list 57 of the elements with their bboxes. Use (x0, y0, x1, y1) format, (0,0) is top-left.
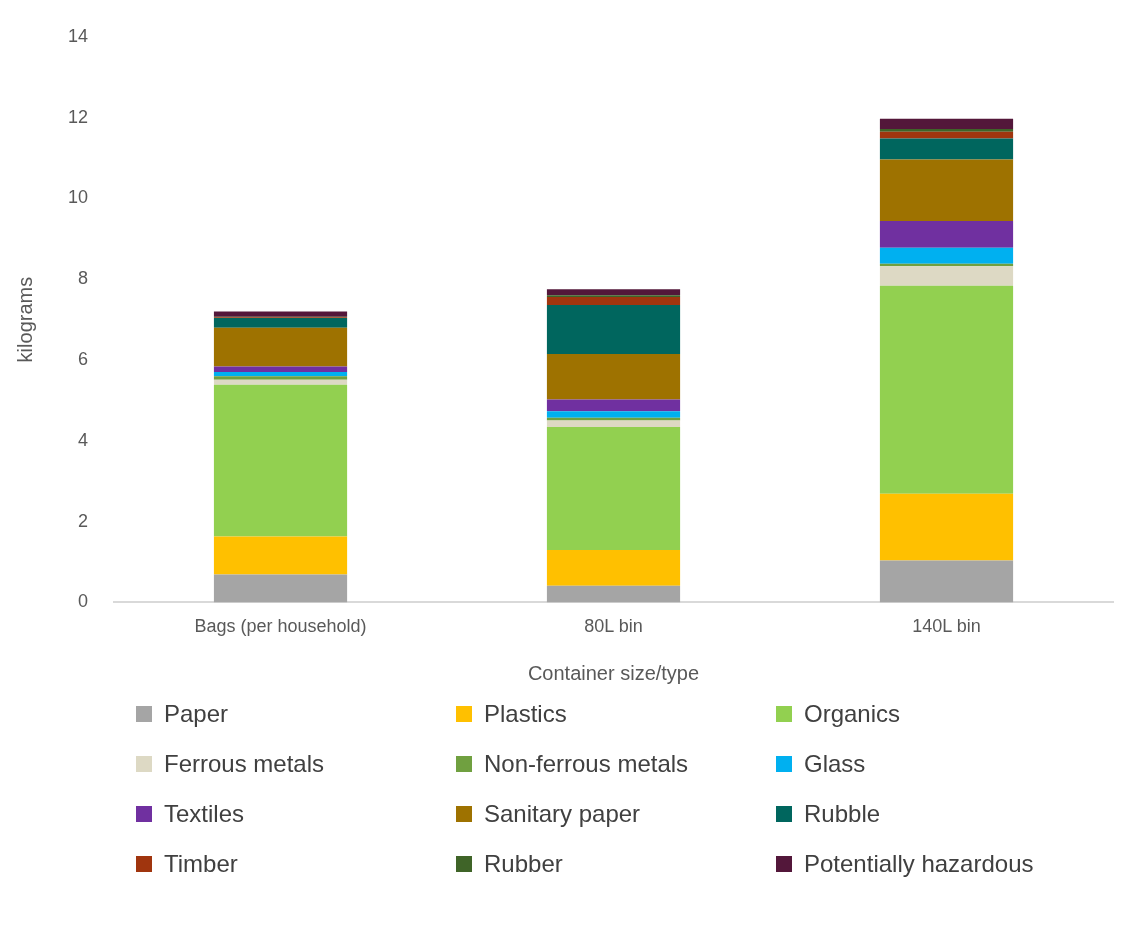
legend-label: Plastics (484, 700, 567, 728)
bar (213, 311, 348, 317)
x-axis-title: Container size/type (527, 661, 700, 684)
bar (879, 118, 1014, 129)
legend-label: Non-ferrous metals (484, 750, 689, 778)
legend-label: Timber (164, 850, 238, 878)
bar (546, 305, 681, 354)
bar (879, 159, 1014, 222)
bar (546, 427, 681, 550)
x-tick-label: 140L bin (912, 616, 981, 637)
bar (879, 285, 1014, 494)
y-tick-label: 6 (78, 348, 89, 369)
bar (213, 376, 348, 380)
legend-label: Potentially hazardous (804, 850, 1034, 878)
bar (879, 131, 1014, 139)
bar (546, 549, 681, 586)
bar (546, 296, 681, 306)
y-tick-label: 10 (67, 187, 89, 208)
bar (879, 221, 1014, 248)
bar (213, 372, 348, 377)
bar (213, 536, 348, 575)
bar (546, 289, 681, 296)
legend-label: Ferrous metals (164, 750, 325, 778)
bar (213, 327, 348, 367)
bar (546, 353, 681, 400)
bar (879, 128, 1014, 132)
bar (879, 493, 1014, 561)
legend-label: Organics (804, 700, 901, 728)
bar (546, 417, 681, 421)
legend-label: Sanitary paper (484, 800, 641, 828)
y-axis-title: kilograms (13, 276, 36, 363)
legend-label: Rubble (804, 800, 881, 828)
legend-label: Paper (164, 700, 229, 728)
y-tick-label: 4 (78, 429, 89, 450)
bar (879, 560, 1014, 603)
legend-label: Rubber (484, 850, 563, 878)
x-tick-label: Bags (per household) (194, 616, 367, 637)
x-tick-label: 80L bin (584, 616, 643, 637)
bar (213, 379, 348, 385)
bar (546, 399, 681, 412)
bar (546, 420, 681, 428)
bar (879, 138, 1014, 160)
bar (546, 585, 681, 603)
y-tick-label: 2 (78, 510, 89, 531)
bar (213, 384, 348, 537)
bar (213, 317, 348, 328)
y-tick-label: 8 (78, 268, 89, 289)
bar (879, 266, 1014, 286)
bar (213, 574, 348, 603)
y-tick-label: 14 (67, 25, 89, 46)
y-tick-label: 0 (78, 591, 89, 612)
legend-label: Glass (804, 750, 866, 778)
bar (879, 247, 1014, 264)
y-tick-label: 12 (67, 106, 89, 127)
legend-label: Textiles (164, 800, 245, 828)
bar (213, 366, 348, 373)
bar (546, 411, 681, 418)
